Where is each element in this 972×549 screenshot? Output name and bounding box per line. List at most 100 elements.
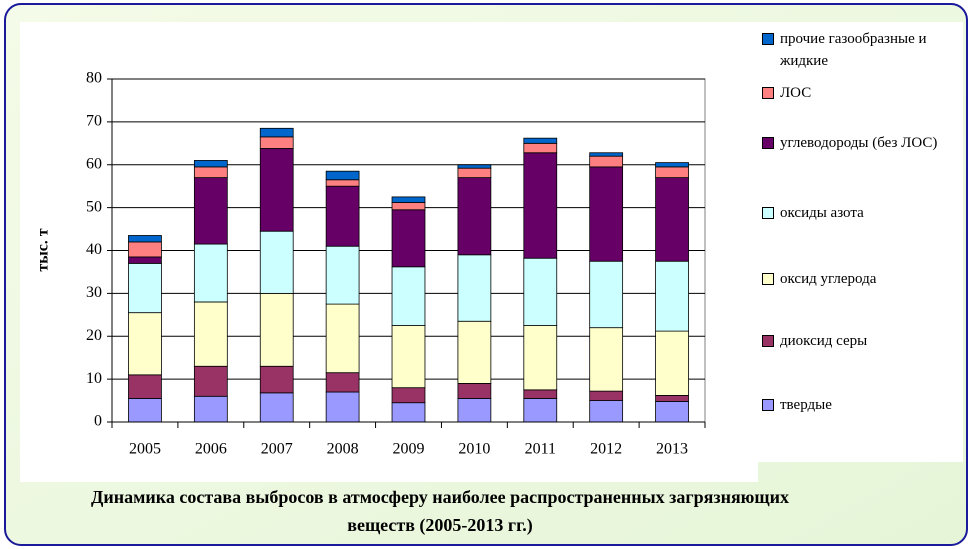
bar-segment [193, 177, 228, 245]
legend-item: диоксид серы [758, 330, 968, 352]
bar-segment [523, 389, 558, 399]
bar-segment [128, 256, 162, 264]
x-tick-label: 2006 [195, 441, 227, 458]
legend-item: твердые [758, 394, 968, 416]
bar-segment [457, 254, 492, 322]
bar-segment [457, 167, 492, 179]
bar-segment [128, 312, 162, 376]
x-tick-label: 2008 [327, 441, 359, 458]
bar-segment [391, 402, 426, 423]
bar-segment [391, 209, 426, 268]
bar-segment [193, 243, 228, 303]
bar-segment [523, 257, 558, 326]
bar-segment [589, 327, 624, 392]
bar-segment [128, 262, 162, 314]
legend-area [758, 22, 963, 462]
bar-segment [523, 142, 558, 154]
bar-segment [523, 152, 558, 259]
bar-segment [325, 185, 360, 247]
legend-label: диоксид серы [780, 333, 868, 349]
y-tick-label: 50 [86, 198, 102, 215]
y-tick-label: 60 [86, 155, 102, 172]
bar-segment [193, 301, 228, 367]
x-tick-label: 2011 [525, 441, 556, 458]
bar-segment [457, 383, 492, 399]
bar-segment [128, 241, 162, 258]
bar-segment [193, 365, 228, 397]
legend-label: оксид углерода [780, 271, 877, 287]
bar-segment [193, 395, 228, 423]
x-tick-label: 2013 [656, 441, 688, 458]
bar-segment [457, 177, 492, 256]
bar-segment [128, 374, 162, 399]
legend-label: углеводороды (без ЛОС) [780, 135, 938, 151]
y-tick-label: 70 [86, 113, 102, 130]
bar-segment [391, 196, 426, 203]
y-tick-label: 10 [86, 370, 102, 387]
y-tick-label: 20 [86, 327, 102, 344]
y-tick-label: 40 [86, 241, 102, 258]
x-tick-label: 2012 [590, 441, 622, 458]
x-tick-label: 2005 [129, 441, 161, 458]
legend-swatch [762, 33, 774, 45]
legend-swatch [762, 399, 774, 411]
legend-label: ЛОС [780, 85, 812, 101]
chart-title: Динамика состава выбросов в атмосферу на… [90, 487, 790, 535]
legend-swatch [762, 273, 774, 285]
bar-segment [325, 372, 360, 393]
bar-segment [128, 235, 162, 243]
legend-item: ЛОС [758, 82, 968, 104]
bar-segment [325, 391, 360, 423]
bar-segment [128, 398, 162, 423]
bar-segment [655, 177, 689, 262]
legend-swatch [762, 335, 774, 347]
bar-segment [391, 266, 426, 326]
bar-segment [589, 155, 624, 168]
bar-segment [457, 320, 492, 384]
legend-swatch [762, 207, 774, 219]
bar-segment [259, 392, 294, 423]
bar-segment [589, 152, 624, 157]
bar-segment [259, 127, 294, 138]
x-tick-label: 2010 [458, 441, 490, 458]
bar-segment [589, 166, 624, 262]
legend-item: углеводороды (без ЛОС) [758, 132, 968, 154]
legend-label: прочие газообразные и жидкие [780, 31, 927, 69]
bar-segment [259, 230, 294, 294]
bar-segment [523, 398, 558, 423]
bar-segment [391, 325, 426, 389]
bar-segment [259, 292, 294, 367]
bar-segment [655, 330, 689, 396]
bar-segment [193, 166, 228, 179]
y-axis-label: тыс. т [35, 228, 52, 271]
legend-swatch [762, 137, 774, 149]
bar-segment [523, 137, 558, 144]
legend-label: оксиды азота [780, 205, 864, 221]
bar-segment [655, 166, 689, 179]
x-tick-label: 2007 [261, 441, 293, 458]
bar-segment [259, 148, 294, 232]
legend-item: оксид углерода [758, 268, 968, 290]
bar-segment [259, 136, 294, 149]
bar-segment [325, 179, 360, 187]
bar-segment [193, 160, 228, 168]
y-tick-label: 80 [86, 70, 102, 87]
bar-segment [589, 390, 624, 401]
bar-segment [391, 387, 426, 404]
bar-segment [589, 400, 624, 423]
bar-segment [655, 260, 689, 332]
legend-item: оксиды азота [758, 202, 968, 224]
bar-segment [655, 162, 689, 168]
legend-swatch [762, 87, 774, 99]
bar-segment [655, 395, 689, 402]
bar-segment [523, 325, 558, 391]
bar-segment [655, 401, 689, 423]
bar-segment [457, 398, 492, 423]
bar-segment [259, 365, 294, 394]
bar-segment [457, 164, 492, 169]
bar-segment [589, 260, 624, 329]
x-tick-label: 2009 [393, 441, 425, 458]
bar-segment [325, 245, 360, 305]
